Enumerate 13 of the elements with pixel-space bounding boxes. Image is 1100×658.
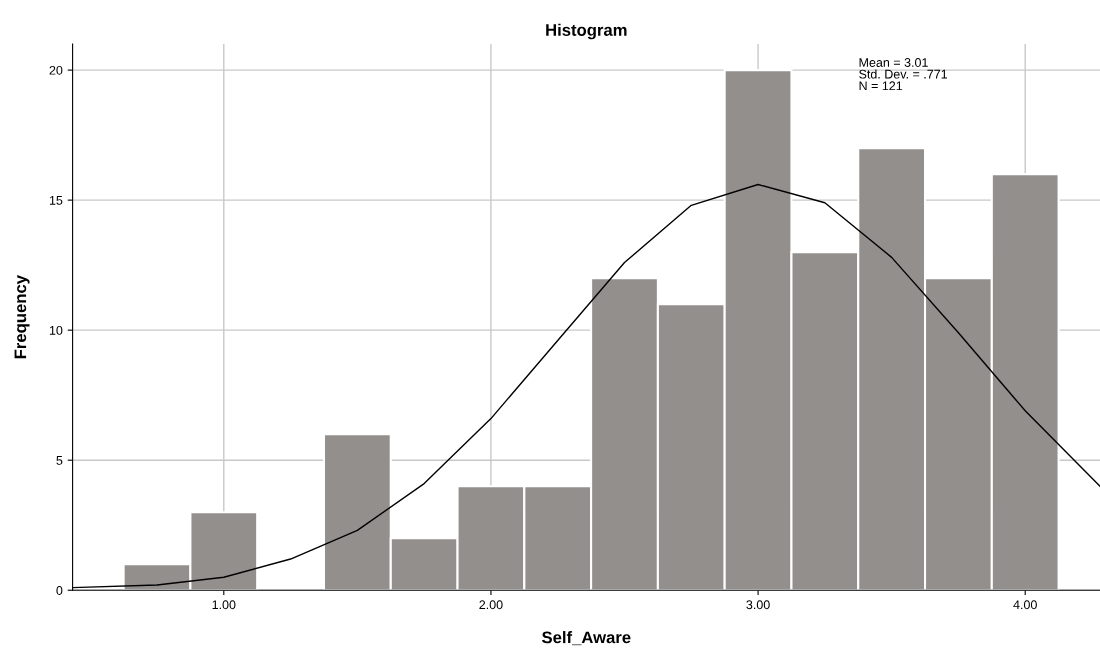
- x-axis-title: Self_Aware: [542, 631, 631, 646]
- x-tick-label: 4.00: [1013, 600, 1037, 610]
- y-tick-label: 0: [56, 586, 63, 595]
- y-axis-title: Frequency: [14, 275, 30, 359]
- x-tick-label: 1.00: [212, 600, 236, 610]
- y-tick-label: 20: [49, 65, 63, 75]
- annotation: Mean = 3.01 Std. Dev. = .771 N = 121: [859, 58, 948, 91]
- y-tick-label: 15: [49, 196, 63, 205]
- chart-title: Histogram: [546, 23, 627, 40]
- y-tick-label: 10: [49, 325, 63, 335]
- x-tick-label: 3.00: [746, 600, 770, 610]
- x-tick-label: 2.00: [479, 600, 503, 610]
- y-tick-label: 5: [56, 456, 63, 465]
